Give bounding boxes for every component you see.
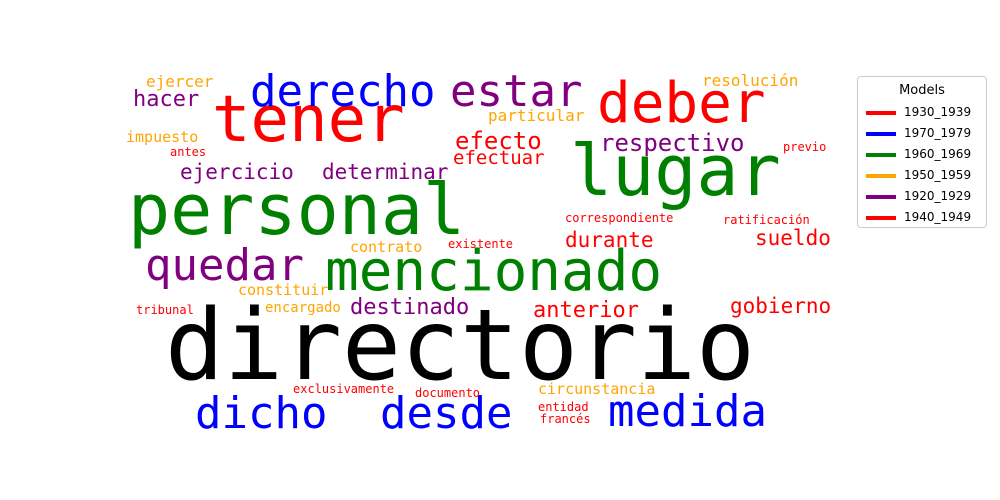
- word-exclusivamente: exclusivamente: [293, 382, 395, 396]
- legend-label: 1940_1949: [904, 210, 972, 224]
- word-dicho: dicho: [195, 388, 328, 439]
- legend-swatch: [866, 132, 896, 136]
- word-derecho: derecho: [250, 66, 436, 117]
- word-ejercicio: ejercicio: [180, 160, 294, 184]
- word-encargado: encargado: [265, 300, 341, 316]
- word-ejercer: ejercer: [146, 72, 214, 91]
- word-medida: medida: [608, 386, 767, 437]
- word-sueldo: sueldo: [755, 226, 831, 250]
- legend-swatch: [866, 195, 896, 199]
- legend-label: 1920_1929: [904, 189, 972, 203]
- word-frances: francés: [540, 412, 591, 426]
- legend-label: 1970_1979: [904, 126, 972, 140]
- word-destinado: destinado: [350, 295, 470, 320]
- legend-swatch: [866, 153, 896, 157]
- word-resolucion: resolución: [702, 71, 799, 90]
- word-efecto: efecto: [455, 127, 542, 155]
- word-impuesto: impuesto: [126, 128, 199, 146]
- word-entidad: entidad: [538, 400, 589, 414]
- word-antes: antes: [170, 145, 207, 159]
- legend: Models 1930_1939 1970_1979 1960_1969 1950_1…: [857, 76, 987, 228]
- word-hacer: hacer: [133, 87, 200, 112]
- word-estar: estar: [450, 66, 583, 117]
- legend-swatch: [866, 174, 896, 178]
- word-existente: existente: [448, 237, 514, 251]
- legend-entry: 1930_1939: [866, 103, 986, 121]
- word-lugar: lugar: [570, 130, 781, 212]
- word-previo: previo: [783, 140, 827, 154]
- word-respectivo: respectivo: [600, 129, 745, 157]
- word-correspondiente: correspondiente: [565, 211, 674, 225]
- legend-entry: 1950_1959: [866, 166, 986, 184]
- word-particular: particular: [488, 106, 585, 125]
- word-efectuar: efectuar: [453, 147, 545, 169]
- word-durante: durante: [565, 228, 654, 252]
- word-tener: tener: [212, 83, 405, 157]
- legend-swatch: [866, 111, 896, 115]
- word-personal: personal: [128, 169, 466, 251]
- word-contrato: contrato: [350, 238, 423, 256]
- word-tribunal: tribunal: [136, 303, 194, 317]
- legend-label: 1930_1939: [904, 105, 972, 119]
- legend-label: 1960_1969: [904, 147, 972, 161]
- legend-entry: 1940_1949: [866, 208, 986, 226]
- word-constituir: constituir: [238, 281, 329, 299]
- legend-title: Models: [899, 83, 945, 98]
- word-circunstancia: circunstancia: [538, 380, 656, 398]
- word-quedar: quedar: [145, 240, 304, 291]
- legend-swatch: [866, 216, 896, 220]
- word-mencionado: mencionado: [325, 239, 663, 304]
- word-desde: desde: [380, 388, 513, 439]
- word-directorio: directorio: [165, 289, 756, 403]
- legend-entry: 1970_1979: [866, 124, 986, 142]
- word-determinar: determinar: [322, 160, 449, 184]
- word-gobierno: gobierno: [730, 294, 832, 318]
- word-anterior: anterior: [533, 298, 639, 323]
- legend-entry: 1920_1929: [866, 187, 986, 205]
- word-deber: deber: [597, 71, 766, 136]
- word-ratificacion: ratificación: [723, 213, 810, 227]
- word-documento: documento: [415, 386, 481, 400]
- legend-entry: 1960_1969: [866, 145, 986, 163]
- legend-label: 1950_1959: [904, 168, 972, 182]
